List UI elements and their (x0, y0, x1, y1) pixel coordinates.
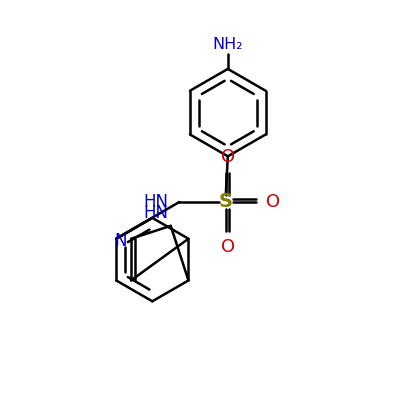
Text: HN: HN (144, 204, 169, 222)
Text: NH₂: NH₂ (212, 37, 243, 52)
Text: O: O (221, 238, 235, 256)
Text: O: O (266, 193, 280, 211)
Text: O: O (221, 148, 235, 166)
Text: N: N (114, 232, 127, 250)
Text: HN: HN (143, 193, 168, 211)
Text: S: S (219, 192, 233, 212)
